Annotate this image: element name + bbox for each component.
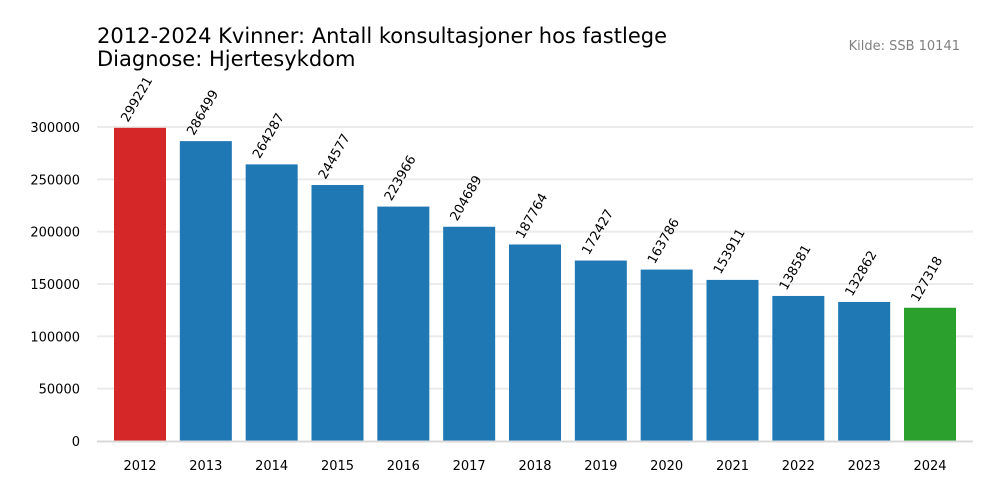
data-label-2013: 286499: [184, 88, 222, 138]
x-tick-label: 2019: [584, 459, 617, 474]
x-tick-label: 2014: [255, 459, 288, 474]
data-label-2017: 204689: [448, 173, 486, 223]
y-tick-label: 0: [72, 435, 80, 450]
bar-2012: [114, 127, 166, 441]
bar-2016: [377, 206, 430, 441]
x-tick-label: 2021: [716, 459, 749, 474]
bar-2023: [838, 301, 891, 441]
x-tick-label: 2016: [387, 459, 420, 474]
x-tick-label: 2018: [518, 459, 551, 474]
x-tick-label: 2012: [123, 459, 156, 474]
data-label-2023: 132862: [843, 248, 881, 298]
y-tick-label: 150000: [30, 278, 80, 293]
data-label-2015: 244577: [316, 132, 354, 182]
data-label-2018: 187764: [513, 191, 551, 241]
bar-2019: [574, 260, 627, 441]
bar-2020: [640, 269, 693, 441]
bar-2017: [443, 226, 496, 441]
x-tick-label: 2013: [189, 459, 222, 474]
y-tick-label: 250000: [30, 173, 80, 188]
y-tick-label: 200000: [30, 226, 80, 241]
data-label-2020: 163786: [645, 216, 683, 266]
chart-title: 2012-2024 Kvinner: Antall konsultasjoner…: [97, 24, 667, 48]
y-tick-label: 50000: [39, 383, 80, 398]
data-label-2022: 138581: [777, 242, 815, 292]
data-label-2014: 264287: [250, 111, 288, 161]
x-tick-label: 2015: [321, 459, 354, 474]
bar-2013: [179, 141, 232, 441]
x-tick-label: 2017: [453, 459, 486, 474]
x-tick-label: 2023: [848, 459, 881, 474]
y-tick-label: 100000: [30, 330, 80, 345]
source-label: Kilde: SSB 10141: [849, 39, 960, 54]
bar-2021: [706, 279, 759, 441]
x-tick-label: 2024: [913, 459, 946, 474]
data-label-2021: 153911: [711, 226, 749, 276]
data-label-2012: 299221: [118, 74, 156, 124]
x-axis: 2012 2013 2014 2015 2016 2017 2018 2019 2020 2021…: [123, 459, 946, 474]
bar-2015: [311, 185, 364, 441]
y-axis: 0 50000 100000 150000 200000 250000 300000: [30, 121, 80, 450]
bar-2024: [904, 307, 956, 441]
data-label-2024: 127318: [908, 254, 946, 304]
y-tick-label: 300000: [30, 121, 80, 136]
x-tick-label: 2020: [650, 459, 683, 474]
chart-subtitle: Diagnose: Hjertesykdom: [97, 47, 355, 71]
bar-2014: [245, 164, 298, 441]
bars: [114, 127, 956, 441]
bar-2022: [772, 295, 825, 441]
bar-2018: [509, 244, 561, 441]
x-tick-label: 2022: [782, 459, 815, 474]
